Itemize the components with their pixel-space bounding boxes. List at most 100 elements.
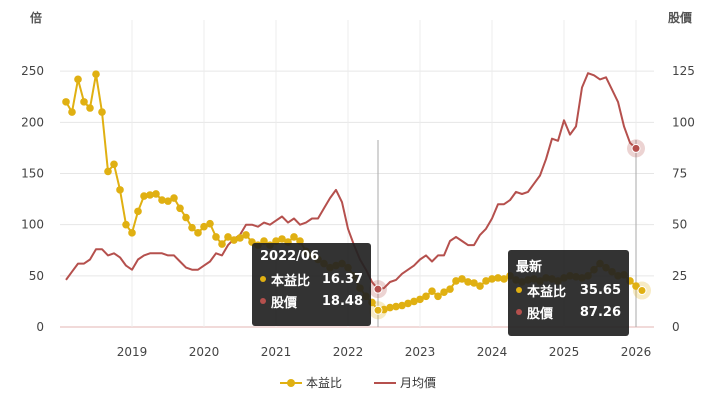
pe-point: [182, 213, 190, 222]
pe-point: [176, 204, 184, 213]
x-tick-label: 2021: [261, 345, 292, 359]
pe-point: [416, 295, 424, 304]
price-dot-icon: [260, 298, 266, 304]
pe-point: [146, 191, 154, 199]
tooltip-latest-price-label: 股價: [527, 306, 554, 322]
tooltip-latest-pe-label: 本益比: [527, 284, 567, 300]
x-tick-label: 2023: [405, 345, 436, 359]
pe-point: [104, 167, 112, 176]
legend-pe-label: 本益比: [305, 376, 342, 390]
pe-point: [158, 196, 166, 204]
pe-point: [470, 279, 478, 287]
pe-point: [632, 282, 640, 290]
pe-point: [218, 240, 226, 248]
pe-point: [92, 70, 100, 79]
highlight-point: [373, 284, 383, 294]
right-tick-label: 25: [672, 269, 687, 283]
pe-point: [488, 275, 496, 283]
chart-legend: 本益比 月均價: [0, 374, 716, 391]
pe-point: [170, 194, 178, 202]
pe-point: [134, 207, 142, 216]
pe-point: [422, 292, 430, 301]
tooltip-latest-pe-value: 35.65: [579, 282, 621, 298]
left-tick-label: 50: [29, 269, 44, 283]
pe-point: [278, 235, 286, 243]
pe-point: [68, 108, 76, 116]
pe-legend-icon: [279, 377, 302, 389]
left-tick-label: 150: [21, 167, 44, 181]
tooltip-hover-price-value: 18.48: [321, 293, 363, 309]
pe-point: [194, 229, 202, 237]
right-tick-label: 50: [672, 218, 687, 232]
pe-point: [236, 234, 244, 242]
highlight-points: [369, 139, 651, 320]
pe-point: [86, 104, 94, 112]
pe-point: [188, 223, 196, 232]
tooltip-hover-pe-value: 16.37: [321, 271, 363, 287]
x-tick-label: 2020: [189, 345, 220, 359]
pe-point: [128, 229, 136, 237]
pe-point: [494, 274, 502, 282]
tooltip-hover-price-label: 股價: [271, 295, 298, 311]
crosshair-lines: [377, 140, 637, 327]
pe-point: [272, 237, 280, 245]
pe-point: [482, 277, 490, 285]
pe-point: [296, 237, 304, 245]
tooltip-hover-pe-label: 本益比: [271, 273, 311, 289]
pe-point: [386, 303, 394, 312]
pe-point: [98, 108, 106, 116]
price-legend-icon: [374, 377, 396, 389]
pe-point: [260, 237, 268, 245]
pe-point: [392, 302, 400, 311]
left-axis-label: 倍: [30, 10, 42, 25]
right-tick-label: 100: [672, 115, 695, 129]
pe-dot-icon: [260, 276, 266, 282]
right-tick-label: 125: [672, 64, 695, 78]
x-tick-label: 2025: [549, 345, 580, 359]
tooltip-latest: 最新 本益比 35.65 股價 87.26: [508, 250, 629, 336]
pe-point: [152, 190, 160, 198]
legend-price-label: 月均價: [400, 376, 437, 390]
pe-point: [458, 275, 466, 283]
pe-point: [80, 98, 88, 106]
pe-point: [140, 192, 148, 200]
tooltip-latest-title: 最新: [516, 260, 543, 275]
price-series: [65, 72, 637, 291]
pe-dot-icon: [516, 287, 522, 293]
tooltip-hover-pe-row: 本益比 16.37: [260, 268, 363, 290]
tooltip-hover: 2022/06 本益比 16.37 股價 18.48: [252, 243, 371, 326]
tooltip-latest-price-value: 87.26: [579, 304, 621, 320]
pe-point: [500, 275, 508, 283]
pe-point: [446, 285, 454, 293]
pe-point: [476, 282, 484, 290]
pe-point: [62, 98, 70, 106]
pe-point: [110, 160, 118, 169]
pe-point: [440, 288, 448, 297]
pe-point: [224, 233, 232, 241]
right-tick-label: 75: [672, 167, 687, 181]
pe-point: [200, 222, 208, 231]
pe-point: [164, 197, 172, 205]
pe-point: [398, 301, 406, 310]
highlight-point: [631, 143, 641, 153]
legend-item-pe[interactable]: 本益比: [279, 374, 342, 391]
x-tick-label: 2019: [117, 345, 148, 359]
pe-point: [464, 278, 472, 286]
legend-item-price[interactable]: 月均價: [374, 374, 436, 391]
pe-point: [74, 75, 82, 84]
x-tick-label: 2022: [333, 345, 364, 359]
x-tick-label: 2024: [477, 345, 508, 359]
tooltip-hover-title: 2022/06: [260, 249, 320, 264]
left-tick-label: 100: [21, 218, 44, 232]
pe-point: [452, 277, 460, 285]
pe-point: [290, 233, 298, 241]
tooltip-latest-pe-row: 本益比 35.65: [516, 279, 621, 301]
pe-point: [212, 233, 220, 241]
highlight-point: [637, 286, 647, 296]
tooltip-hover-price-row: 股價 18.48: [260, 290, 363, 312]
price-line: [65, 72, 637, 291]
pe-point: [410, 297, 418, 306]
axis-ticks: 0 50 100 150 200 250 0 25 50 75 100 125 2019 2020 2021…: [21, 64, 695, 359]
left-tick-label: 0: [36, 320, 44, 334]
